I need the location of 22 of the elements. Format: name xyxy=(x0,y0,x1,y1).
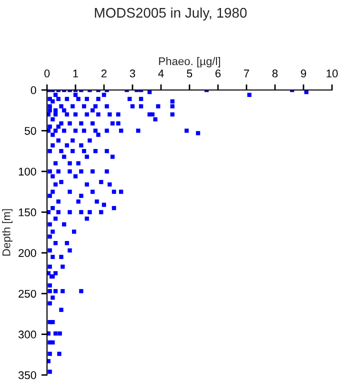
y-tick-label: 100 xyxy=(18,168,36,176)
x-tick-label: 3 xyxy=(130,70,136,78)
y-tick-label: 300 xyxy=(18,330,36,338)
y-tick-label: 200 xyxy=(18,249,36,257)
x-tick-label: 10 xyxy=(326,70,338,78)
x-tick-label: 4 xyxy=(158,70,164,78)
x-tick-label: 0 xyxy=(44,70,50,78)
y-tick-label: 50 xyxy=(24,126,36,135)
y-tick-label: 350 xyxy=(18,371,36,380)
chart-title: MODS2005 in July, 1980 xyxy=(94,8,247,20)
y-tick-label: 150 xyxy=(18,208,36,216)
x-tick-label: 2 xyxy=(101,70,107,78)
x-tick-label: 7 xyxy=(244,70,250,78)
x-tick-label: 5 xyxy=(186,70,192,78)
x-axis-title: Phaeo. [µg/l] xyxy=(159,57,220,68)
y-tick-label: 250 xyxy=(18,290,36,298)
y-tick-label: 0 xyxy=(30,86,36,94)
x-tick-label: 9 xyxy=(300,70,306,78)
x-tick-label: 6 xyxy=(215,70,221,78)
x-tick-label: 1 xyxy=(73,70,78,78)
y-axis-title: Depth [m] xyxy=(2,209,12,256)
x-tick-label: 8 xyxy=(272,70,278,78)
